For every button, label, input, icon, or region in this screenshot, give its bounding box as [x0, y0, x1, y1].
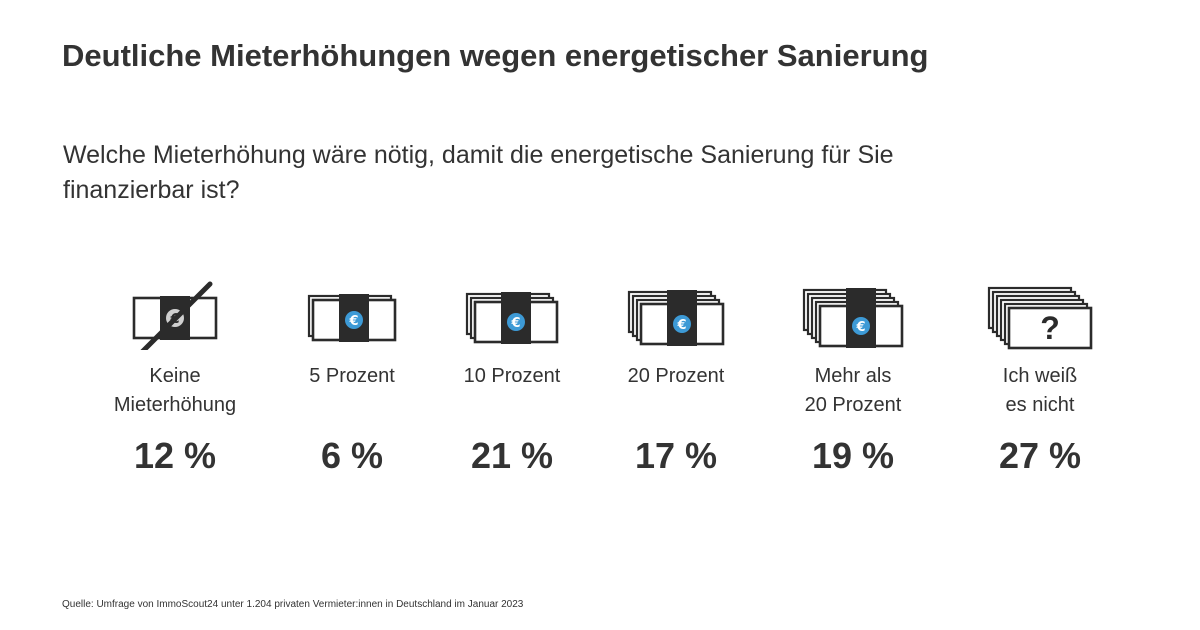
- chart-title: Deutliche Mieterhöhungen wegen energetis…: [62, 38, 929, 73]
- banknote-front: [1007, 306, 1093, 350]
- pictogram-row: € Keine Mieterhöhung 12 % €5 Prozent 6 % €10 …: [0, 270, 1200, 510]
- category-item: €10 Prozent 21 %: [422, 270, 602, 478]
- category-item: €5 Prozent 6 %: [262, 270, 442, 478]
- category-label: 10 Prozent: [463, 365, 561, 387]
- question-mark-icon: ?: [1040, 310, 1060, 346]
- category-item: €20 Prozent 17 %: [586, 270, 766, 478]
- euro-coin-icon: [673, 315, 691, 333]
- category-label: Keine Mieterhöhung: [113, 365, 237, 416]
- euro-sign-icon: €: [855, 320, 865, 335]
- strike-line: [140, 281, 213, 350]
- category-label: 20 Prozent: [627, 365, 725, 387]
- banknote-stack-icon: €: [307, 294, 397, 342]
- value-label: 27 %: [998, 435, 1082, 476]
- value-label: 17 %: [634, 435, 718, 476]
- category-label: Ich weiß es nicht: [1002, 365, 1078, 416]
- value-label: 6 %: [320, 435, 384, 476]
- banknote-stack-icon: €: [802, 288, 904, 348]
- value-label: 21 %: [470, 435, 554, 476]
- category-label: Mehr als 20 Prozent: [804, 365, 902, 416]
- question-banknote-icon: ?: [987, 286, 1093, 350]
- euro-sign-icon: €: [510, 316, 520, 331]
- value-label: 19 %: [811, 435, 895, 476]
- source-note: Quelle: Umfrage von ImmoScout24 unter 1.…: [62, 599, 524, 610]
- category-item: € Keine Mieterhöhung 12 %: [85, 270, 265, 478]
- euro-coin-icon: [852, 317, 870, 335]
- chart-subtitle: Welche Mieterhöhung wäre nötig, damit di…: [63, 141, 894, 204]
- euro-coin-icon: [345, 311, 363, 329]
- euro-sign-icon: €: [676, 318, 686, 333]
- euro-sign-icon: €: [348, 314, 358, 329]
- category-label: 5 Prozent: [309, 365, 395, 387]
- banknote-stack-icon: €: [627, 290, 725, 346]
- category-item: € Mehr als 20 Prozent 19 %: [763, 270, 943, 478]
- value-label: 12 %: [133, 435, 217, 476]
- crossed-banknote-icon: €: [132, 281, 218, 350]
- banknote-stack-icon: €: [465, 292, 559, 344]
- euro-coin-icon: [507, 313, 525, 331]
- category-item: ? Ich weiß es nicht 27 %: [950, 270, 1130, 478]
